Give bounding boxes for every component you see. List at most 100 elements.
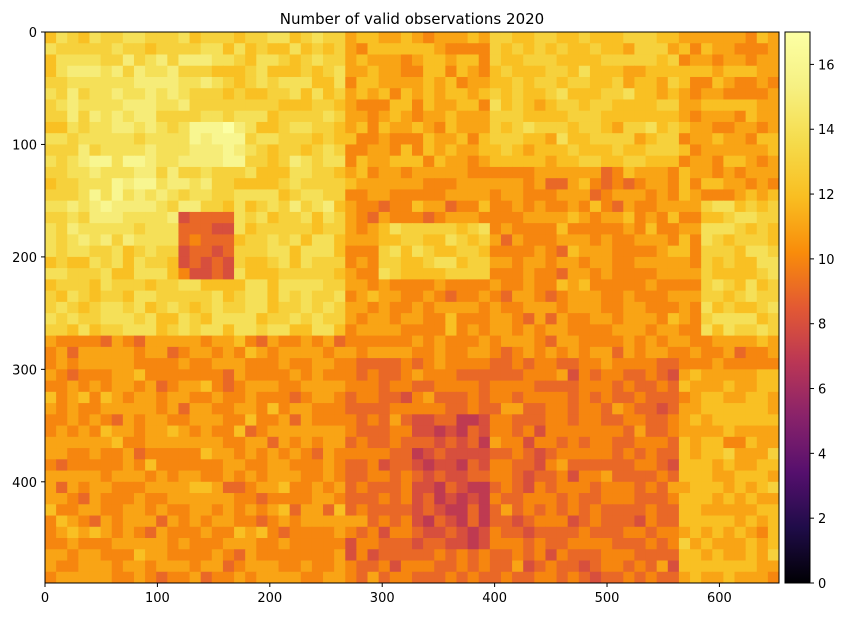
heat-cell <box>589 571 602 584</box>
heat-cell <box>334 560 346 573</box>
heat-cell <box>767 88 780 100</box>
heat-cell <box>100 43 113 55</box>
heat-cell <box>145 493 157 505</box>
heat-cell <box>578 223 591 235</box>
heat-cell <box>200 481 213 494</box>
heat-cell <box>122 166 135 179</box>
heat-cell <box>756 268 769 280</box>
heat-cell <box>412 425 424 438</box>
heat-cell <box>245 448 257 460</box>
heat-cell <box>300 549 313 562</box>
heat-cell <box>578 200 591 213</box>
heat-cell <box>423 560 435 573</box>
heat-cell <box>378 133 391 145</box>
heat-cell <box>356 549 369 562</box>
heat-cell <box>78 448 90 460</box>
heat-cell <box>56 76 68 89</box>
heat-cell <box>111 324 124 337</box>
heat-cell <box>456 549 469 562</box>
heat-cell <box>133 32 146 44</box>
heat-cell <box>300 234 313 247</box>
heat-cell <box>767 178 780 190</box>
heat-cell <box>690 155 702 168</box>
heat-cell <box>45 178 57 190</box>
heat-cell <box>467 380 480 393</box>
heat-cell <box>589 279 602 292</box>
heat-cell <box>211 54 224 67</box>
heat-cell <box>145 538 157 550</box>
heat-cell <box>578 538 591 550</box>
heat-cell <box>78 436 90 449</box>
heat-cell <box>45 391 57 404</box>
heat-cell <box>434 43 446 55</box>
heat-cell <box>89 448 102 460</box>
heat-cell <box>189 571 202 584</box>
heat-cell <box>667 88 680 100</box>
heat-cell <box>500 526 513 539</box>
heat-cell <box>222 121 235 134</box>
heat-cell <box>701 560 713 573</box>
heat-cell <box>445 88 457 100</box>
heat-cell <box>133 571 146 584</box>
heat-cell <box>389 346 402 359</box>
heat-cell <box>334 526 346 539</box>
heat-cell <box>601 504 613 517</box>
heat-cell <box>245 155 257 168</box>
heat-cell <box>667 43 680 55</box>
heat-cell <box>556 88 569 100</box>
heat-cell <box>189 279 202 292</box>
heat-cell <box>723 515 736 528</box>
heat-cell <box>256 110 268 123</box>
heat-cell <box>133 358 146 370</box>
heat-cell <box>745 448 758 460</box>
heat-cell <box>701 335 713 348</box>
heat-cell <box>523 549 535 562</box>
heat-cell <box>367 279 380 292</box>
heat-cell <box>245 211 257 224</box>
heat-cell <box>612 448 624 460</box>
heat-cell <box>589 549 602 562</box>
heat-cell <box>345 448 357 460</box>
heat-cell <box>645 335 658 348</box>
heat-cell <box>478 470 491 483</box>
heat-cell <box>334 200 346 213</box>
heat-cell <box>445 391 457 404</box>
heat-cell <box>200 65 213 78</box>
heat-cell <box>723 32 736 44</box>
heat-cell <box>678 403 691 415</box>
heat-cell <box>111 504 124 517</box>
heat-cell <box>45 166 57 179</box>
heat-cell <box>145 110 157 123</box>
heat-cell <box>756 346 769 359</box>
heat-cell <box>167 279 179 292</box>
heat-cell <box>278 32 291 44</box>
heat-cell <box>111 391 124 404</box>
heat-cell <box>122 313 135 325</box>
heat-cell <box>334 76 346 89</box>
heat-cell <box>601 234 613 247</box>
heat-cell <box>200 200 213 213</box>
heat-cell <box>745 301 758 314</box>
heat-cell <box>300 155 313 168</box>
heat-cell <box>645 65 658 78</box>
heat-cell <box>367 301 380 314</box>
heat-cell <box>145 346 157 359</box>
heat-cell <box>456 268 469 280</box>
heat-cell <box>334 256 346 269</box>
heat-cell <box>178 324 191 337</box>
heat-cell <box>734 279 747 292</box>
heat-cell <box>200 189 213 202</box>
heat-cell <box>234 459 246 472</box>
heat-cell <box>178 76 191 89</box>
heat-cell <box>434 223 446 235</box>
heat-cell <box>67 369 79 382</box>
heat-cell <box>222 99 235 112</box>
heat-cell <box>234 290 246 303</box>
heat-cell <box>289 425 302 438</box>
heat-cell <box>489 110 502 123</box>
heat-cell <box>289 290 302 303</box>
heat-cell <box>56 346 68 359</box>
heat-cell <box>167 391 179 404</box>
heat-cell <box>723 369 736 382</box>
heat-cell <box>745 268 758 280</box>
